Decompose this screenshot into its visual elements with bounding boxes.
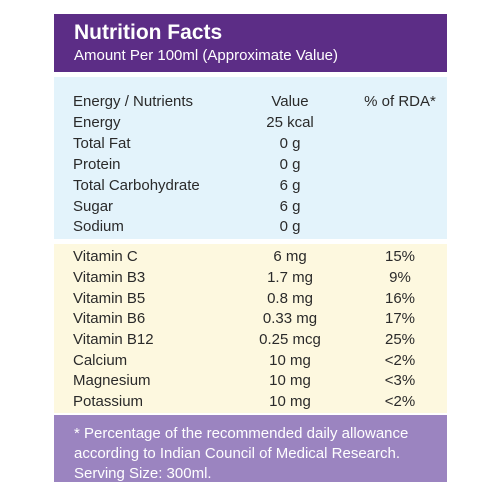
vitamin-row: Vitamin B12 0.25 mcg 25% [54,329,447,350]
footnote-line: according to Indian Council of Medical R… [74,445,401,462]
nutrient-value: 6 g [279,198,301,215]
vitamin-name: Vitamin C [73,248,138,265]
nutrient-value: 6 g [279,177,301,194]
vitamins-section: Vitamin C 6 mg 15% Vitamin B3 1.7 mg 9% … [54,244,447,413]
vitamin-rda: 9% [389,269,411,286]
nutrient-name: Energy [73,114,121,131]
nutrient-name: Sugar [73,198,114,215]
nutrient-name: Total Fat [73,135,131,152]
serving-size: Serving Size: 300ml. [74,465,212,482]
vitamin-row: Vitamin C 6 mg 15% [54,246,447,267]
nutrient-row: Sodium 0 g [54,216,447,237]
nutrient-value: 25 kcal [266,114,314,131]
vitamin-row: Potassium 10 mg <2% [54,391,447,412]
vitamin-name: Potassium [73,393,144,410]
vitamin-row: Vitamin B6 0.33 mg 17% [54,308,447,329]
label-header: Nutrition Facts Amount Per 100ml (Approx… [54,14,447,72]
nutrient-row: Energy 25 kcal [54,112,447,133]
vitamin-row: Calcium 10 mg <2% [54,350,447,371]
nutrient-name: Sodium [73,218,124,235]
vitamin-row: Magnesium 10 mg <3% [54,370,447,391]
vitamin-value: 0.25 mcg [259,331,321,348]
vitamin-row: Vitamin B5 0.8 mg 16% [54,288,447,309]
column-header-row: Energy / Nutrients Value % of RDA* [54,91,447,112]
vitamin-name: Vitamin B6 [73,310,146,327]
vitamin-value: 0.8 mg [267,290,313,307]
vitamin-rda: 16% [384,290,416,307]
nutrient-row: Protein 0 g [54,154,447,175]
column-header-value: Value [271,93,309,110]
nutrients-section: Energy / Nutrients Value % of RDA* Energ… [54,77,447,239]
vitamin-rda: 15% [384,248,416,265]
vitamin-value: 6 mg [273,248,307,265]
vitamin-row: Vitamin B3 1.7 mg 9% [54,267,447,288]
vitamin-rda: <2% [384,393,416,410]
vitamin-value: 10 mg [269,393,311,410]
vitamin-value: 1.7 mg [267,269,313,286]
footnote-line: * Percentage of the recommended daily al… [74,425,409,442]
nutrition-label: Nutrition Facts Amount Per 100ml (Approx… [54,14,447,482]
nutrient-name: Total Carbohydrate [73,177,200,194]
vitamin-value: 0.33 mg [262,310,318,327]
vitamin-name: Vitamin B3 [73,269,146,286]
vitamin-name: Magnesium [73,372,151,389]
label-subtitle: Amount Per 100ml (Approximate Value) [74,47,339,64]
vitamin-name: Vitamin B12 [73,331,154,348]
footnote: * Percentage of the recommended daily al… [54,415,447,482]
vitamin-name: Vitamin B5 [73,290,146,307]
vitamin-value: 10 mg [269,352,311,369]
vitamin-rda: 25% [384,331,416,348]
vitamin-value: 10 mg [269,372,311,389]
nutrient-value: 0 g [279,156,301,173]
column-header-nutrient: Energy / Nutrients [73,93,194,110]
column-header-rda: % of RDA* [364,93,436,110]
nutrient-row: Total Fat 0 g [54,133,447,154]
nutrient-row: Total Carbohydrate 6 g [54,175,447,196]
nutrient-value: 0 g [279,135,301,152]
nutrient-name: Protein [73,156,121,173]
vitamin-name: Calcium [73,352,128,369]
label-title: Nutrition Facts [74,21,223,44]
nutrient-value: 0 g [279,218,301,235]
vitamin-rda: 17% [384,310,416,327]
vitamin-rda: <3% [384,372,416,389]
nutrient-row: Sugar 6 g [54,196,447,217]
vitamin-rda: <2% [384,352,416,369]
